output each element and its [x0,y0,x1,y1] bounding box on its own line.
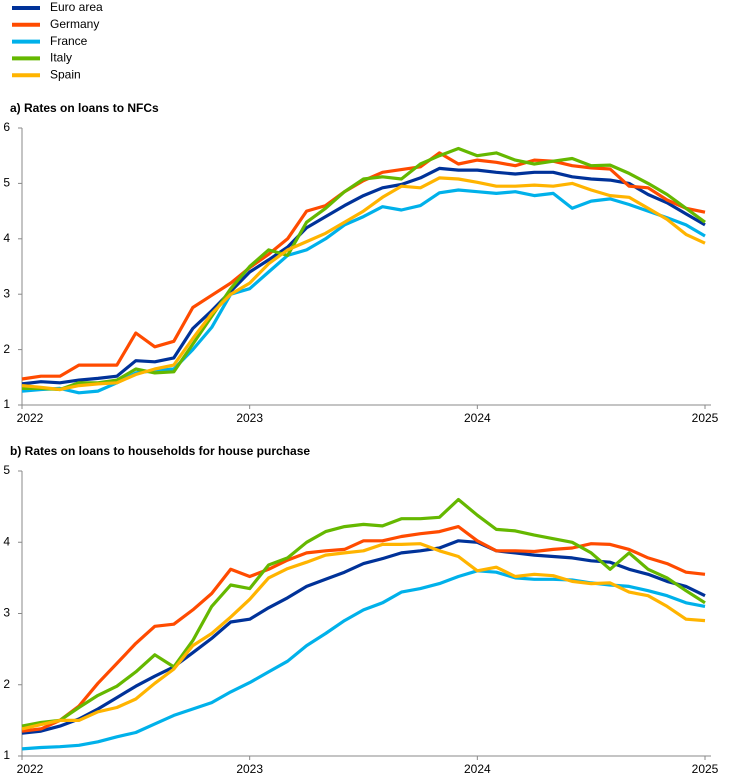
panel-title: a) Rates on loans to NFCs [10,101,159,115]
y-tick-label: 1 [3,748,10,762]
y-tick-label: 1 [3,397,10,411]
series-line [21,151,706,381]
series-line [21,524,706,733]
series-line [21,569,706,751]
y-tick-label: 4 [3,534,10,548]
y-tick-label: 5 [3,176,10,190]
x-tick-label: 2025 [692,411,719,425]
x-tick-label: 2022 [17,762,44,776]
legend-label: Germany [50,17,99,31]
y-tick-label: 2 [3,677,10,691]
y-tick-label: 3 [3,286,10,300]
x-tick-label: 2025 [692,762,719,776]
series-line [21,542,706,731]
legend-label: Spain [50,67,81,81]
legend-label: Euro area [50,0,103,14]
y-tick-label: 6 [3,120,10,134]
y-tick-label: 5 [3,463,10,477]
series-line [21,497,706,728]
legend-label: France [50,34,88,48]
series-line [21,176,706,392]
series-line [22,146,706,392]
series-line [21,539,706,735]
legend-label: Italy [50,51,72,65]
panel-title: b) Rates on loans to households for hous… [10,444,310,458]
y-tick-label: 2 [3,342,10,356]
series-line [21,188,706,395]
x-tick-label: 2023 [236,762,263,776]
x-tick-label: 2022 [17,411,44,425]
x-tick-label: 2024 [464,762,491,776]
series-line [21,166,706,386]
x-tick-label: 2023 [236,411,263,425]
x-tick-label: 2024 [464,411,491,425]
y-tick-label: 3 [3,606,10,620]
y-tick-label: 4 [3,231,10,245]
